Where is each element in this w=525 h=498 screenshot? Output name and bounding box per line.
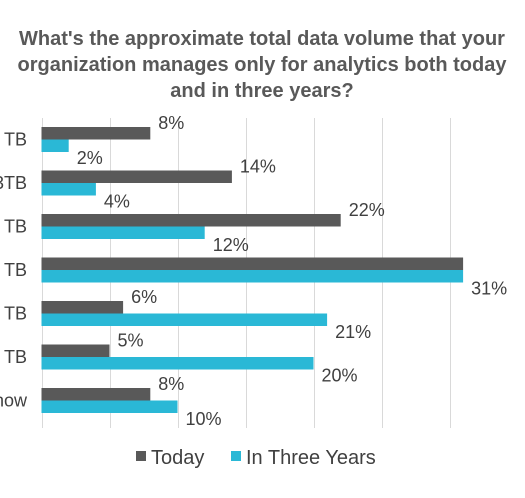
data-label-today: 5% (118, 331, 144, 351)
bar-in-three-years (41, 183, 96, 196)
data-label-in-three-years: 4% (104, 192, 130, 212)
bar-in-three-years (41, 400, 178, 413)
data-label-today: 6% (131, 287, 157, 307)
data-label-in-three-years: 20% (322, 366, 358, 386)
data-label-today: 8% (158, 113, 184, 133)
data-label-in-three-years: 31% (471, 279, 507, 299)
data-label-today: 22% (349, 200, 385, 220)
legend-label-today: Today (151, 447, 204, 469)
chart-title: What's the approximate total data volume… (18, 28, 508, 102)
category-label: TB (4, 217, 27, 237)
category-label: TB (4, 260, 27, 280)
bar-in-three-years (41, 226, 205, 239)
data-label-today: 8% (158, 374, 184, 394)
legend-swatch-in-three-years (231, 451, 241, 461)
legend: Today In Three Years (136, 447, 376, 469)
legend-swatch-today (136, 451, 146, 461)
bar-in-three-years (41, 139, 69, 152)
bar-today (41, 301, 124, 314)
category-label: TB (4, 347, 27, 367)
category-label: now (0, 391, 28, 411)
data-label-in-three-years: 2% (77, 148, 103, 168)
category-label: TB (4, 130, 27, 150)
bars (41, 127, 464, 413)
bar-today (41, 388, 151, 401)
data-labels: 8%2% 14%4% 22%12%31%6%21%5%20%8%10% (77, 113, 507, 429)
bar-today (41, 344, 110, 357)
bar-in-three-years (41, 313, 328, 326)
bar-in-three-years (41, 270, 464, 283)
legend-label-in-three-years: In Three Years (246, 447, 376, 469)
category-label: TB (4, 304, 27, 324)
data-label-today: 14% (240, 157, 276, 177)
category-labels: TB 3TB TB TB TB TB now (0, 130, 28, 411)
data-label-in-three-years: 21% (335, 322, 371, 342)
chart-title-line-2: organization manages only for analytics … (18, 54, 508, 76)
bar-today (41, 127, 151, 140)
chart-title-line-3: and in three years? (170, 80, 353, 102)
data-label-in-three-years: 12% (213, 235, 249, 255)
chart-title-line-1: What's the approximate total data volume… (19, 28, 505, 50)
bar-today (41, 257, 464, 270)
category-label: 3TB (0, 173, 27, 193)
data-label-in-three-years: 10% (186, 409, 222, 429)
bar-in-three-years (41, 357, 314, 370)
bar-today (41, 214, 341, 227)
bar-today (41, 170, 232, 183)
